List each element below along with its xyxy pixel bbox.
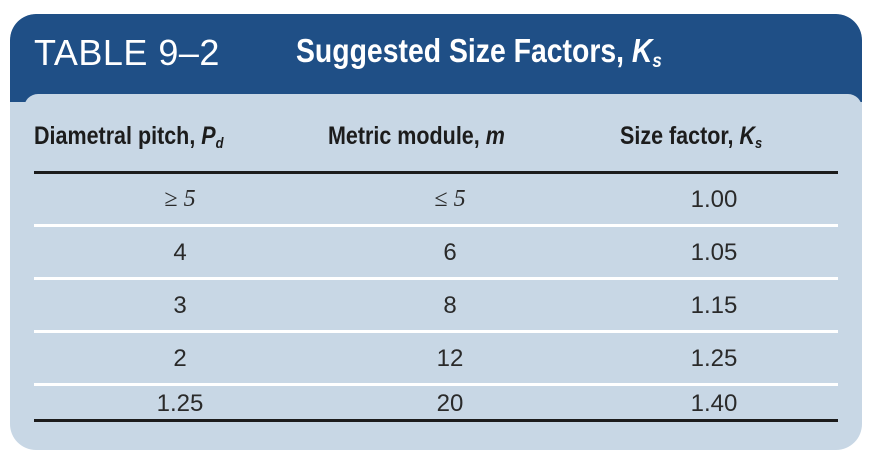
- table-title-sub: s: [652, 49, 662, 72]
- table-number: TABLE 9–2: [34, 32, 220, 73]
- table-row: 2 12 1.25: [34, 333, 838, 386]
- cell-module: 8: [443, 292, 457, 319]
- cell-pitch: 1.25: [156, 390, 204, 417]
- column-header-var: P: [201, 122, 216, 150]
- row-separator: [34, 330, 838, 333]
- column-header-text: Diametral pitch,: [34, 122, 202, 150]
- cell-factor: 1.05: [690, 239, 738, 266]
- table-title-var: K: [631, 32, 653, 69]
- row-separator: [34, 277, 838, 280]
- column-header-diametral-pitch: Diametral pitch, Pd: [34, 122, 224, 152]
- cell-pitch: 4: [173, 239, 187, 266]
- column-header-metric-module: Metric module, m: [328, 122, 505, 151]
- table-row: 1.25 20 1.40: [34, 366, 838, 419]
- cell-factor: 1.00: [690, 186, 738, 213]
- table-row: 3 8 1.15: [34, 280, 838, 333]
- cell-pitch: 3: [173, 292, 187, 319]
- row-separator: [34, 224, 838, 227]
- table-title-bar: TABLE 9–2 Suggested Size Factors, Ks: [10, 14, 862, 108]
- column-header-size-factor: Size factor, Ks: [620, 122, 762, 152]
- column-header-text: Metric module,: [328, 122, 486, 150]
- table-title: Suggested Size Factors, Ks: [296, 32, 662, 73]
- column-header-var: m: [485, 122, 505, 150]
- cell-factor: 1.15: [690, 292, 738, 319]
- table-row: ≥ 5 ≤ 5 1.00: [34, 174, 838, 227]
- cell-module: 12: [436, 345, 464, 372]
- table-row: 4 6 1.05: [34, 227, 838, 280]
- column-header-row: Diametral pitch, Pd Metric module, m Siz…: [10, 108, 862, 158]
- size-factor-table: TABLE 9–2 Suggested Size Factors, Ks Dia…: [10, 14, 862, 450]
- cell-module: ≤ 5: [434, 186, 466, 212]
- cell-pitch: 2: [173, 345, 187, 372]
- column-header-sub: s: [755, 134, 763, 152]
- column-header-var: K: [739, 122, 756, 150]
- column-header-sub: d: [215, 134, 224, 152]
- cell-pitch: ≥ 5: [164, 186, 196, 212]
- column-header-text: Size factor,: [620, 122, 740, 150]
- cell-factor: 1.25: [690, 345, 738, 372]
- table-title-text: Suggested Size Factors,: [296, 32, 632, 69]
- bottom-rule: [34, 419, 838, 422]
- header-rule: [34, 171, 838, 174]
- cell-module: 20: [436, 390, 464, 417]
- cell-module: 6: [443, 239, 457, 266]
- cell-factor: 1.40: [690, 390, 738, 417]
- row-separator: [34, 383, 838, 386]
